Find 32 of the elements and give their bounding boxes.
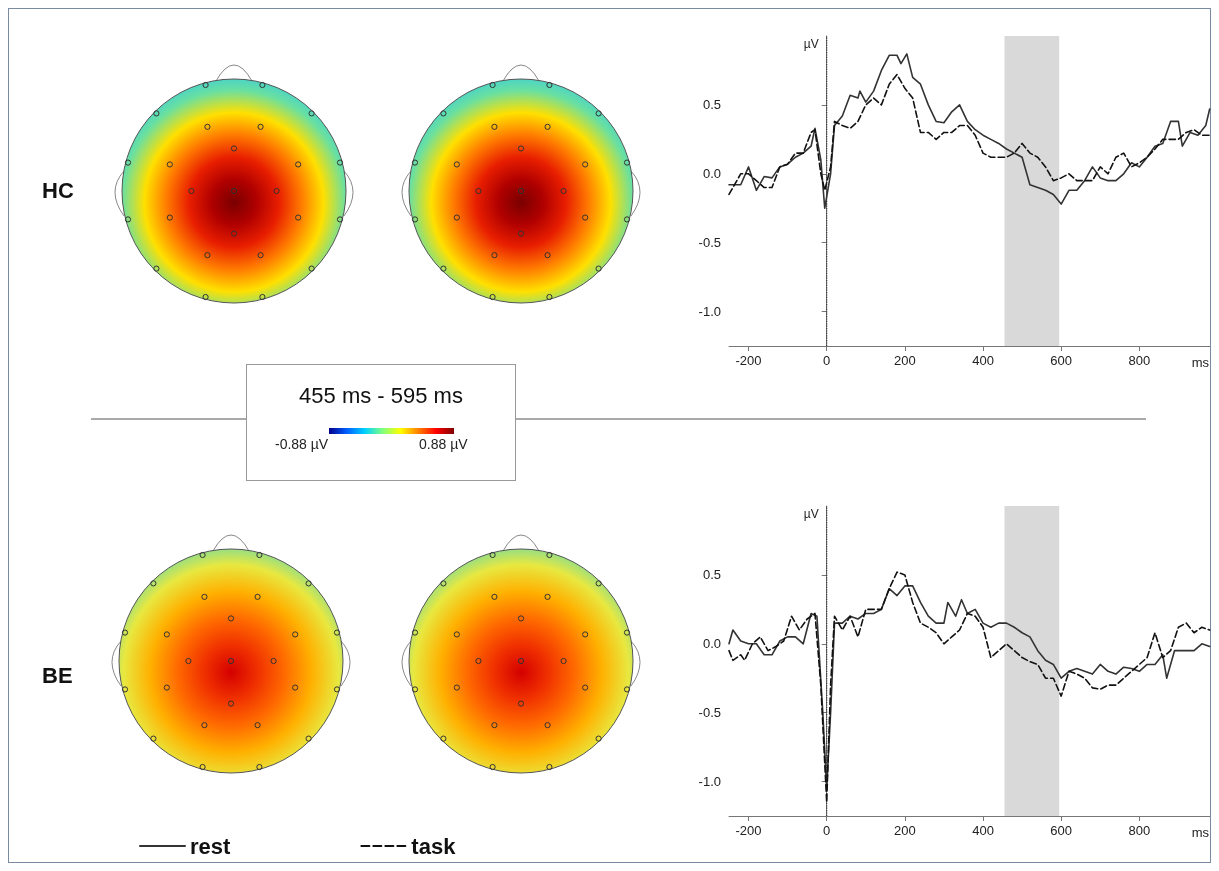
y-tick-label: -1.0 <box>698 774 721 790</box>
x-tick-label: 800 <box>1128 353 1151 368</box>
legend-label: task <box>411 833 457 859</box>
x-tick-label: 400 <box>972 823 994 838</box>
x-tick-label: 0 <box>823 823 831 838</box>
y-axis-title: µV <box>803 37 819 51</box>
y-tick-label: 0.0 <box>702 166 721 182</box>
x-tick-label: 600 <box>1050 353 1073 368</box>
x-tick-label: 200 <box>894 353 916 368</box>
text: 0.88 µV <box>419 436 469 452</box>
x-axis-title: ms <box>1191 355 1210 370</box>
y-tick-label: 0.5 <box>702 97 721 113</box>
x-tick-label: -200 <box>735 353 762 368</box>
x-tick-label: 600 <box>1050 823 1073 838</box>
text: -0.88 µV <box>275 436 329 452</box>
text: HC <box>42 177 74 203</box>
text: BE <box>42 662 73 688</box>
y-tick-label: -1.0 <box>698 304 721 320</box>
y-tick-label: 0.5 <box>702 567 721 583</box>
line-series <box>728 73 1211 196</box>
y-tick-label: -0.5 <box>698 705 721 721</box>
x-tick-label: 200 <box>894 823 916 838</box>
x-axis-title: ms <box>1191 825 1210 840</box>
y-tick-label: -0.5 <box>698 235 721 251</box>
x-tick-label: 400 <box>972 353 994 368</box>
x-tick-label: -200 <box>735 823 762 838</box>
y-axis-title: µV <box>803 507 819 521</box>
legend-label: rest <box>190 833 232 859</box>
x-tick-label: 800 <box>1128 823 1151 838</box>
y-tick-label: 0.0 <box>702 636 721 652</box>
text: 455 ms - 595 ms <box>299 382 463 408</box>
x-tick-label: 0 <box>823 353 831 368</box>
